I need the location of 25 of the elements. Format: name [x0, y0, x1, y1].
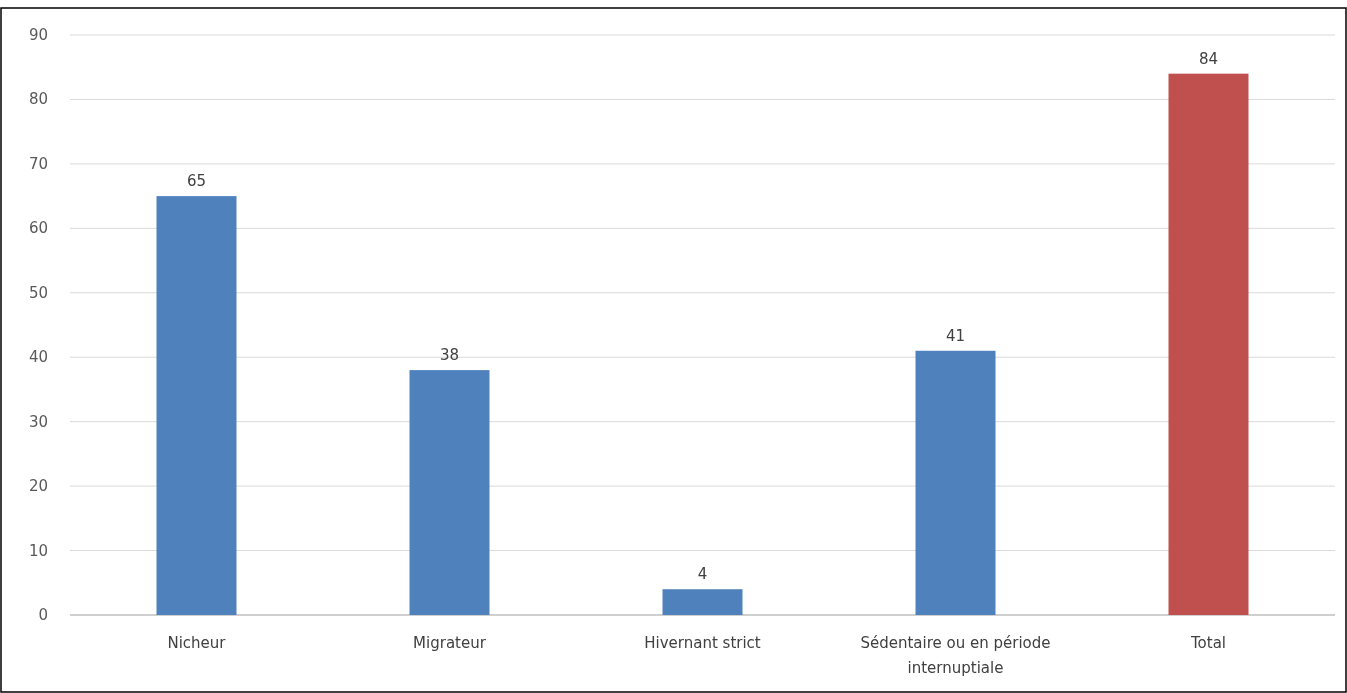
y-tick-label: 50 — [28, 283, 48, 302]
x-tick-label: Total — [1189, 634, 1227, 652]
y-tick-label: 30 — [28, 412, 48, 431]
bar — [409, 370, 490, 615]
y-tick-label: 20 — [28, 477, 48, 496]
data-label: 84 — [1198, 49, 1219, 68]
y-tick-label: 0 — [38, 606, 48, 624]
data-label: 4 — [697, 565, 708, 584]
bar — [156, 196, 237, 615]
x-tick-label: Nicheur — [167, 634, 227, 652]
y-tick-label: 70 — [28, 154, 48, 173]
y-tick-label: 60 — [28, 219, 48, 238]
bar — [1168, 73, 1249, 615]
data-label: 41 — [945, 326, 966, 345]
data-label: 65 — [186, 172, 207, 191]
data-label: 38 — [439, 346, 460, 365]
x-tick-label: Hivernant strict — [644, 634, 761, 652]
y-tick-label: 40 — [28, 348, 48, 367]
x-tick-label: Migrateur — [413, 634, 487, 652]
x-tick-label: Sédentaire ou en période internuptiale — [860, 634, 1051, 677]
y-tick-label: 90 — [28, 26, 48, 44]
bar — [915, 350, 996, 615]
y-tick-label: 10 — [28, 541, 48, 560]
bar — [662, 589, 743, 615]
y-tick-label: 80 — [28, 90, 48, 109]
